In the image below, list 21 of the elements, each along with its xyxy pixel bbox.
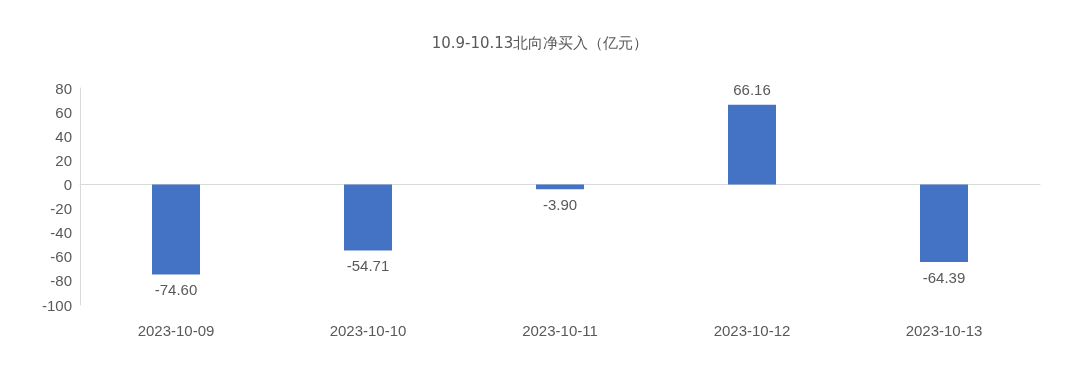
data-label: -74.60 (154, 281, 198, 299)
data-label: 66.16 (733, 80, 771, 98)
x-tick-label: 2023-10-09 (137, 322, 215, 339)
chart-title: 10.9-10.13北向净买入（亿元） (431, 33, 649, 52)
y-tick-label: 60 (55, 103, 72, 121)
y-tick-label: 20 (55, 151, 72, 169)
y-tick-label: -40 (50, 224, 72, 242)
x-tick-label: 2023-10-12 (713, 322, 791, 339)
data-label: -54.71 (346, 257, 390, 275)
x-tick-label: 2023-10-13 (905, 322, 983, 339)
y-tick-label: -100 (41, 296, 72, 314)
y-tick-label: -20 (50, 200, 72, 218)
data-label: -3.90 (542, 196, 578, 214)
y-tick-label: -60 (50, 248, 72, 266)
y-tick-label: 0 (63, 175, 72, 193)
data-label: -64.39 (922, 269, 966, 287)
x-tick-label: 2023-10-10 (329, 322, 407, 339)
x-tick-label: 2023-10-11 (522, 322, 598, 339)
y-tick-label: -80 (50, 272, 72, 290)
y-tick-label: 80 (55, 79, 72, 97)
y-tick-label: 40 (55, 127, 72, 145)
